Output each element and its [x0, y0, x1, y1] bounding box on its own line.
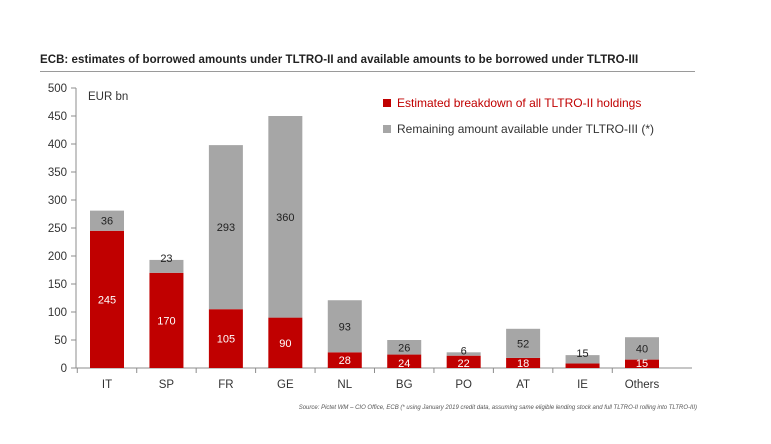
bar-tltro2-ie — [565, 363, 600, 368]
bar-tltro3-ge — [268, 116, 303, 318]
y-tick-label: 100 — [48, 307, 67, 319]
y-axis-unit-label: EUR bn — [88, 91, 128, 103]
y-tick-label: 400 — [48, 139, 67, 151]
chart-title: ECB: estimates of borrowed amounts under… — [40, 54, 639, 66]
data-label: 26 — [398, 342, 410, 354]
bar-tltro3-nl — [327, 300, 362, 353]
y-tick-label: 250 — [48, 223, 67, 235]
data-label: 6 — [461, 345, 467, 357]
x-tick-label: GE — [277, 379, 294, 391]
bar-tltro2-fr — [208, 309, 243, 368]
source-note: Source: Pictet WM – CIO Office, ECB (* u… — [298, 405, 697, 411]
bar-tltro3-bg — [387, 340, 422, 355]
data-label: 90 — [279, 338, 291, 350]
y-tick-label: 500 — [48, 83, 67, 95]
legend-label: Estimated breakdown of all TLTRO-II hold… — [397, 96, 641, 110]
x-tick-label: NL — [337, 379, 352, 391]
y-tick-label: 50 — [54, 335, 67, 347]
data-label: 24 — [398, 358, 410, 370]
bar-tltro2-sp — [149, 272, 184, 368]
x-tick-label: Others — [625, 379, 660, 391]
y-axis: 0 50 100 150 200 250 300 350 400 450 500 — [48, 83, 77, 375]
data-label: 28 — [339, 355, 351, 367]
bar-tltro2-ge — [268, 317, 303, 368]
bar-tltro2-po — [446, 355, 481, 368]
y-tick-label: 450 — [48, 111, 67, 123]
data-label: 93 — [339, 321, 351, 333]
y-tick-label: 350 — [48, 167, 67, 179]
data-label: 15 — [576, 348, 588, 360]
bar-tltro3-it — [90, 210, 124, 231]
data-label: 22 — [458, 358, 470, 370]
x-axis: IT SP FR GE NL BG PO AT IE Others — [76, 367, 692, 391]
bar-tltro2-nl — [327, 352, 362, 368]
data-label: 18 — [517, 358, 529, 370]
x-tick-label: AT — [516, 379, 530, 391]
x-tick-label: IE — [577, 379, 588, 391]
y-tick-label: 150 — [48, 279, 67, 291]
x-tick-label: PO — [455, 379, 472, 391]
data-label: 23 — [160, 253, 172, 265]
legend-label: Remaining amount available under TLTRO-I… — [397, 122, 654, 136]
data-label: 245 — [98, 294, 116, 306]
bars: 245 36 170 23 105 293 90 360 28 93 24 26 226 18 52 15 15… — [90, 116, 659, 370]
bar-tltro2-bg — [387, 354, 422, 368]
x-tick-label: BG — [396, 379, 413, 391]
data-label: 105 — [217, 334, 235, 346]
bar-tltro3-at — [506, 328, 541, 358]
bar-tltro2-at — [506, 357, 541, 368]
y-tick-label: 300 — [48, 195, 67, 207]
title-divider — [40, 71, 695, 72]
bar-tltro3-po — [446, 352, 481, 356]
data-label: 40 — [636, 343, 648, 355]
bar-tltro2-it — [90, 230, 124, 368]
x-tick-label: IT — [102, 379, 112, 391]
legend-swatch — [383, 99, 391, 107]
data-label: 170 — [157, 315, 175, 327]
x-tick-label: FR — [218, 379, 233, 391]
data-label: 15 — [636, 358, 648, 370]
data-label: 52 — [517, 338, 529, 350]
bar-tltro3-ie — [565, 355, 600, 364]
x-tick-label: SP — [159, 379, 175, 391]
bar-tltro2-others — [625, 359, 659, 368]
data-label: 36 — [101, 216, 113, 228]
legend: Estimated breakdown of all TLTRO-II hold… — [383, 96, 654, 136]
legend-swatch — [383, 125, 391, 133]
bar-tltro3-fr — [208, 145, 243, 310]
y-tick-label: 0 — [61, 363, 67, 375]
data-label: 293 — [217, 222, 235, 234]
y-tick-label: 200 — [48, 251, 67, 263]
bar-tltro3-others — [625, 337, 659, 360]
bar-tltro3-sp — [149, 259, 184, 273]
data-label: 360 — [276, 212, 294, 224]
